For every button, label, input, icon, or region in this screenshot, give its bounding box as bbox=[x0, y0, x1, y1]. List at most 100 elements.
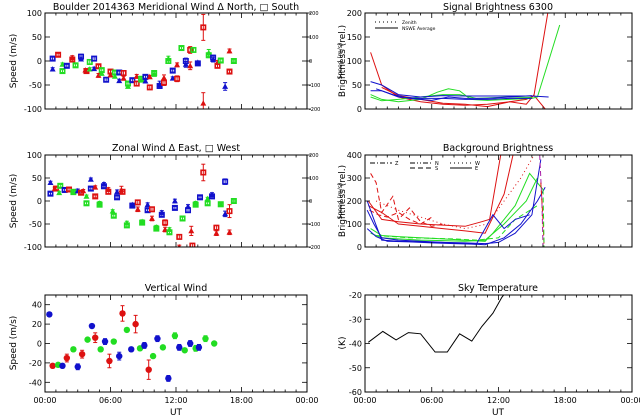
triangle-marker bbox=[138, 77, 145, 83]
triangle-marker bbox=[134, 206, 141, 212]
data-point bbox=[138, 77, 145, 83]
right-y-tick-label: -100 bbox=[309, 83, 320, 89]
panel-title: Boulder 2014363 Meridional Wind Δ North,… bbox=[53, 2, 299, 13]
y-tick-label: -100 bbox=[24, 105, 42, 114]
y-tick-label: 400 bbox=[347, 151, 362, 160]
square-marker bbox=[49, 55, 56, 62]
right-y-tick-label: 100 bbox=[309, 35, 319, 41]
data-point bbox=[149, 352, 157, 360]
data-point bbox=[109, 208, 116, 214]
square-marker bbox=[189, 242, 196, 247]
panel-zonal-wind: Zonal Wind Δ East, □ West Speed (m/s) Sp… bbox=[9, 143, 344, 252]
triangle-marker bbox=[162, 226, 169, 232]
square-marker bbox=[110, 212, 117, 219]
x-tick-label: 18:00 bbox=[230, 396, 253, 405]
plot-frame bbox=[364, 294, 633, 393]
data-point bbox=[166, 229, 173, 236]
dot-marker bbox=[116, 352, 123, 360]
data-point bbox=[132, 314, 139, 334]
data-point bbox=[169, 75, 176, 81]
series-line bbox=[368, 155, 514, 234]
data-point bbox=[226, 68, 233, 75]
square-marker bbox=[156, 82, 163, 89]
data-point bbox=[176, 343, 183, 351]
data-point bbox=[153, 225, 160, 232]
data-point bbox=[187, 61, 194, 71]
triangle-marker bbox=[213, 230, 220, 236]
triangle-marker bbox=[146, 73, 153, 80]
square-marker bbox=[129, 77, 136, 84]
x-tick-label: 18:00 bbox=[554, 396, 577, 405]
dot-marker bbox=[92, 334, 99, 341]
square-marker bbox=[105, 188, 112, 195]
triangle-marker bbox=[161, 74, 167, 81]
y-tick-label: 0 bbox=[37, 340, 42, 349]
triangle-marker bbox=[83, 193, 90, 199]
dot-marker bbox=[165, 375, 172, 382]
data-point bbox=[110, 338, 117, 345]
y-tick-label: 50 bbox=[352, 81, 362, 90]
dot-marker bbox=[186, 340, 194, 347]
data-point bbox=[162, 219, 169, 226]
triangle-marker bbox=[92, 184, 99, 190]
data-point bbox=[204, 200, 211, 207]
triangle-marker bbox=[133, 73, 140, 79]
dot-marker bbox=[46, 311, 53, 318]
panel-vertical-wind: Vertical Wind Speed (m/s) UT 00:00 06:00 1… bbox=[9, 283, 319, 418]
square-marker bbox=[230, 198, 237, 205]
dot-marker bbox=[110, 338, 117, 345]
y-axis-label: Speed (m/s) bbox=[9, 34, 19, 89]
dot-marker bbox=[176, 344, 183, 351]
data-point bbox=[87, 185, 94, 192]
data-point bbox=[194, 59, 201, 65]
triangle-marker bbox=[149, 215, 155, 221]
data-point bbox=[63, 62, 70, 69]
y-tick-label: -40 bbox=[349, 340, 362, 349]
plot-area bbox=[49, 13, 237, 109]
data-point bbox=[91, 65, 98, 72]
square-marker bbox=[169, 67, 176, 74]
right-y-tick-label: 200 bbox=[309, 153, 319, 159]
data-point bbox=[222, 210, 229, 218]
y-tick-label: 40 bbox=[32, 301, 42, 310]
square-marker bbox=[160, 79, 167, 86]
triangle-marker bbox=[78, 56, 85, 62]
data-point bbox=[200, 13, 207, 41]
square-marker bbox=[158, 211, 165, 218]
series-line bbox=[542, 189, 545, 247]
data-point bbox=[145, 359, 152, 380]
y-tick-label: -20 bbox=[349, 291, 362, 300]
dot-marker bbox=[171, 332, 179, 339]
square-marker bbox=[86, 58, 93, 65]
dot-marker bbox=[74, 363, 81, 370]
panel-title: Zonal Wind Δ East, □ West bbox=[112, 143, 240, 154]
square-marker bbox=[103, 76, 110, 83]
data-point bbox=[70, 346, 77, 353]
panel-background-brightness: Background Brightness Brightness (rel.) … bbox=[338, 143, 633, 252]
square-marker bbox=[200, 169, 207, 176]
data-point bbox=[182, 60, 189, 68]
data-point bbox=[134, 199, 141, 206]
square-marker bbox=[95, 63, 102, 70]
data-point bbox=[70, 189, 77, 196]
y-tick-label: 100 bbox=[27, 151, 42, 160]
data-point bbox=[179, 215, 186, 222]
data-point bbox=[101, 338, 109, 345]
triangle-marker bbox=[98, 70, 105, 76]
data-point bbox=[169, 67, 176, 74]
triangle-marker bbox=[169, 75, 176, 81]
triangle-marker bbox=[222, 83, 229, 89]
data-point bbox=[202, 335, 209, 343]
data-point bbox=[186, 340, 194, 347]
data-point bbox=[55, 51, 62, 58]
data-point bbox=[133, 80, 140, 87]
triangle-marker bbox=[210, 56, 217, 62]
data-point bbox=[139, 219, 146, 226]
square-marker bbox=[171, 204, 178, 211]
data-point bbox=[171, 197, 178, 204]
panel-title: Vertical Wind bbox=[145, 283, 207, 294]
data-point bbox=[149, 215, 155, 222]
plot-area bbox=[46, 305, 218, 382]
data-point bbox=[211, 340, 218, 347]
data-point bbox=[188, 225, 195, 236]
